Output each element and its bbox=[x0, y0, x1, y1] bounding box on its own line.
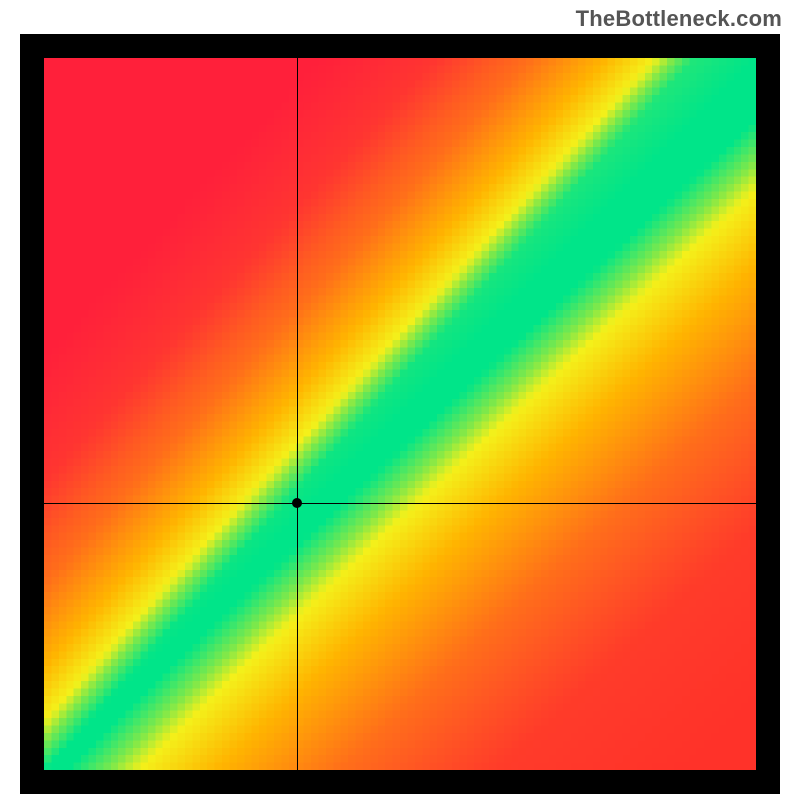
chart-outer-frame bbox=[20, 34, 780, 794]
crosshair-vertical-line bbox=[297, 58, 298, 770]
crosshair-marker-dot bbox=[292, 498, 302, 508]
heatmap-canvas bbox=[44, 58, 756, 770]
crosshair-horizontal-line bbox=[44, 503, 756, 504]
heatmap-plot-area bbox=[44, 58, 756, 770]
watermark-text: TheBottleneck.com bbox=[576, 6, 782, 32]
